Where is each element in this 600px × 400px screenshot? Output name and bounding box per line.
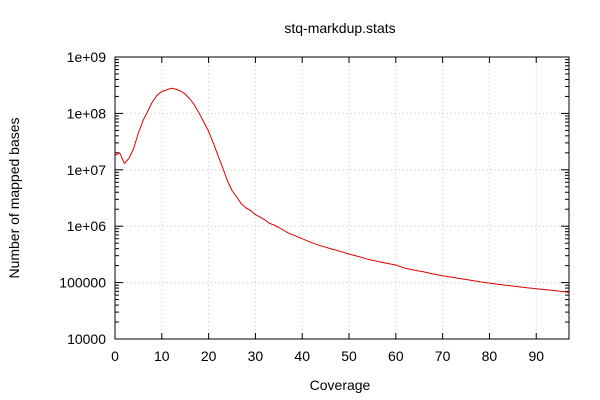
plot-frame <box>114 56 570 340</box>
x-tick-label: 90 <box>528 348 544 364</box>
x-tick-label: 30 <box>248 348 264 364</box>
x-tick-label: 20 <box>201 348 217 364</box>
axis-ticks: 0 10 20 30 40 50 60 70 80 90 10000 100000 1e+06 1e+07… <box>59 49 569 364</box>
y-tick-label: 10000 <box>67 331 106 347</box>
x-tick-label: 50 <box>341 348 357 364</box>
x-axis-label: Coverage <box>310 377 371 393</box>
x-tick-label: 40 <box>294 348 310 364</box>
grid <box>115 57 569 339</box>
x-tick-label: 80 <box>482 348 498 364</box>
y-tick-label: 100000 <box>59 275 106 291</box>
y-tick-label: 1e+08 <box>67 105 107 121</box>
y-tick-label: 1e+06 <box>67 218 107 234</box>
x-tick-label: 60 <box>388 348 404 364</box>
chart-title: stq-markdup.stats <box>284 20 395 36</box>
y-tick-label: 1e+07 <box>67 162 107 178</box>
x-tick-label: 70 <box>435 348 451 364</box>
y-axis-label: Number of mapped bases <box>6 117 22 278</box>
y-tick-label: 1e+09 <box>67 49 107 65</box>
x-tick-label: 0 <box>111 348 119 364</box>
series-layer <box>114 87 570 293</box>
coverage-series-line <box>114 87 570 293</box>
x-tick-label: 10 <box>154 348 170 364</box>
